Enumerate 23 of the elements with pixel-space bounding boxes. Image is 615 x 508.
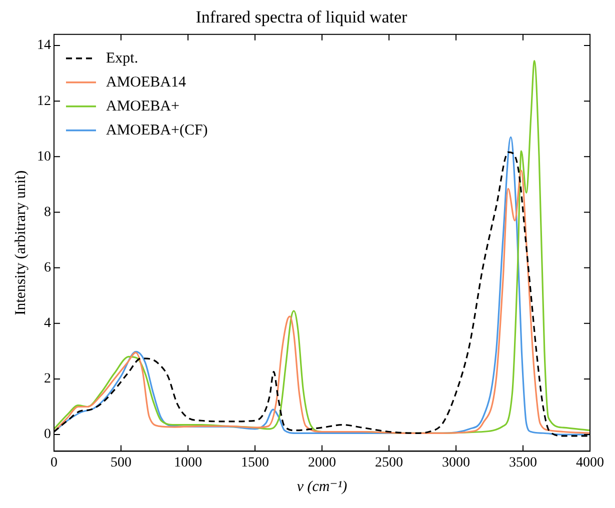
y-tick-label: 8 bbox=[44, 204, 51, 220]
x-tick-label: 1500 bbox=[241, 455, 269, 470]
x-tick-label: 500 bbox=[110, 455, 132, 470]
x-tick-label: 2500 bbox=[375, 455, 403, 470]
y-tick-label: 12 bbox=[37, 94, 51, 109]
x-tick-label: 2000 bbox=[308, 455, 336, 470]
legend-label: AMOEBA+(CF) bbox=[106, 122, 208, 138]
y-tick-label: 2 bbox=[44, 372, 51, 387]
x-axis-title: ν (cm⁻¹) bbox=[296, 478, 348, 495]
chart-title: Infrared spectra of liquid water bbox=[196, 8, 408, 27]
x-tick-label: 4000 bbox=[576, 455, 604, 470]
y-tick-label: 10 bbox=[37, 149, 51, 164]
x-tick-label: 3500 bbox=[509, 455, 537, 470]
legend-label: Expt. bbox=[106, 50, 138, 66]
y-axis-title: Intensity (arbitrary unit) bbox=[12, 170, 29, 316]
y-tick-label: 14 bbox=[37, 38, 51, 54]
y-tick-label: 6 bbox=[44, 260, 51, 276]
legend-label: AMOEBA+ bbox=[106, 98, 180, 114]
y-tick-label: 4 bbox=[44, 316, 51, 332]
x-tick-label: 3000 bbox=[442, 455, 470, 470]
legend-label: AMOEBA14 bbox=[106, 74, 186, 90]
x-tick-label: 1000 bbox=[174, 455, 202, 470]
y-tick-label: 0 bbox=[44, 427, 51, 442]
